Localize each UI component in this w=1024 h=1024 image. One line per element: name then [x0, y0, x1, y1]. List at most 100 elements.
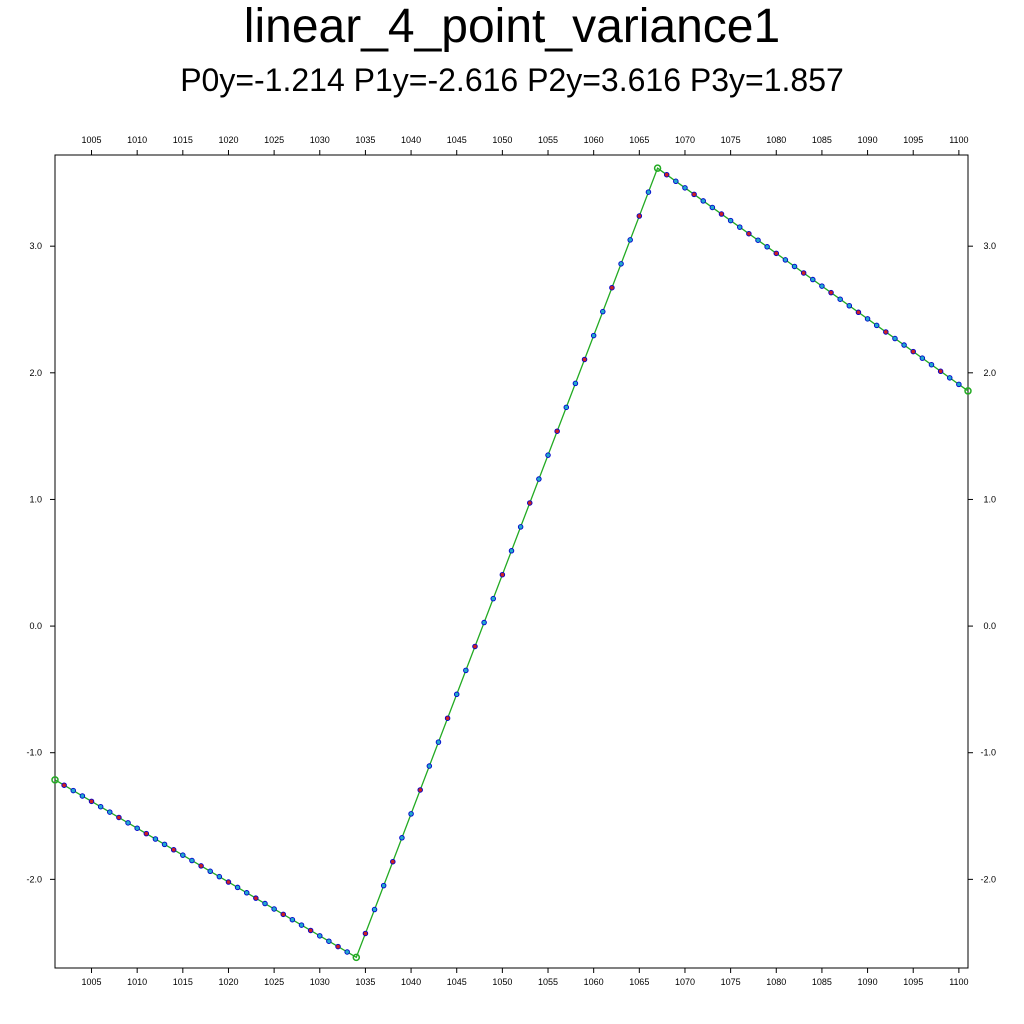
- data-point: [472, 643, 478, 650]
- x-tick-label-bottom: 1075: [721, 977, 741, 987]
- data-point: [307, 927, 314, 934]
- data-point: [600, 308, 606, 315]
- chart-subtitle: P0y=-1.214 P1y=-2.616 P2y=3.616 P3y=1.85…: [180, 62, 844, 98]
- data-point: [134, 825, 140, 831]
- data-point: [846, 303, 853, 309]
- data-point: [892, 335, 898, 342]
- data-point: [673, 178, 679, 185]
- x-tick-label-bottom: 1020: [218, 977, 238, 987]
- data-point: [70, 787, 77, 794]
- x-tick-label-top: 1045: [447, 135, 467, 145]
- control-point: [51, 776, 59, 784]
- x-tick-label-bottom: 1065: [629, 977, 649, 987]
- data-point: [746, 230, 752, 237]
- x-tick-label-top: 1040: [401, 135, 421, 145]
- x-tick-label-bottom: 1100: [949, 977, 968, 987]
- data-point: [873, 322, 880, 329]
- x-tick-label-bottom: 1040: [401, 977, 421, 987]
- data-point: [618, 261, 624, 267]
- data-point: [271, 906, 277, 912]
- x-tick-label-top: 1095: [903, 135, 923, 145]
- data-point: [107, 809, 113, 815]
- data-point: [700, 198, 706, 204]
- data-point: [554, 428, 560, 434]
- data-point: [253, 895, 259, 901]
- data-point: [435, 739, 442, 745]
- data-point: [298, 922, 305, 928]
- x-tick-label-top: 1020: [218, 135, 238, 145]
- x-tick-label-top: 1080: [766, 135, 786, 145]
- x-tick-label-top: 1090: [858, 135, 878, 145]
- x-tick-label-top: 1055: [538, 135, 558, 145]
- control-point: [352, 953, 361, 962]
- data-point: [837, 296, 843, 302]
- data-point: [289, 916, 296, 923]
- data-point: [481, 619, 487, 626]
- y-tick-label-right: -2.0: [980, 874, 996, 884]
- data-point: [810, 276, 816, 283]
- data-point: [344, 949, 350, 955]
- x-tick-label-bottom: 1045: [447, 977, 467, 987]
- lines-layer: [54, 167, 969, 959]
- y-tick-label-right: 0.0: [983, 621, 996, 631]
- data-point: [663, 171, 670, 178]
- data-point: [444, 715, 451, 721]
- data-point: [517, 524, 524, 530]
- data-point: [417, 787, 423, 793]
- x-tick-label-top: 1100: [949, 135, 968, 145]
- data-point: [390, 858, 396, 865]
- data-point: [225, 879, 232, 885]
- data-point: [718, 211, 725, 217]
- control-point: [964, 387, 972, 395]
- y-tick-label-left: -1.0: [26, 748, 42, 758]
- y-tick-label-left: 3.0: [29, 241, 42, 251]
- data-point: [819, 283, 825, 289]
- x-tick-label-bottom: 1090: [858, 977, 878, 987]
- x-tick-label-top: 1005: [82, 135, 102, 145]
- data-point: [572, 380, 579, 387]
- data-point: [161, 841, 168, 848]
- data-point: [737, 224, 743, 230]
- data-point: [800, 270, 807, 276]
- x-tick-label-bottom: 1095: [903, 977, 923, 987]
- x-tick-label-top: 1065: [629, 135, 649, 145]
- data-point: [855, 309, 862, 316]
- x-tick-label-bottom: 1055: [538, 977, 558, 987]
- x-tick-label-top: 1075: [721, 135, 741, 145]
- x-tick-label-top: 1060: [584, 135, 604, 145]
- data-point: [508, 548, 515, 554]
- y-tick-label-right: 2.0: [983, 368, 996, 378]
- x-tick-label-top: 1070: [675, 135, 695, 145]
- x-tick-label-bottom: 1060: [584, 977, 604, 987]
- data-point: [97, 803, 104, 810]
- control-point: [653, 164, 662, 172]
- y-tick-label-right: 3.0: [983, 241, 996, 251]
- data-point: [143, 830, 150, 837]
- y-tick-label-left: -2.0: [26, 874, 42, 884]
- data-point: [773, 250, 780, 257]
- data-point: [317, 933, 323, 939]
- data-point: [326, 938, 332, 944]
- data-point: [937, 368, 944, 375]
- data-point: [864, 316, 871, 322]
- data-point: [426, 763, 433, 769]
- data-point: [463, 667, 469, 674]
- data-point: [709, 204, 716, 211]
- data-point: [545, 452, 551, 458]
- x-tick-label-top: 1050: [492, 135, 512, 145]
- data-point: [116, 814, 122, 821]
- data-point: [234, 884, 241, 891]
- data-point: [408, 811, 414, 817]
- y-tick-label-left: 2.0: [29, 368, 42, 378]
- data-point: [581, 356, 588, 363]
- data-point: [280, 911, 287, 918]
- data-point: [919, 355, 926, 361]
- data-point: [791, 263, 798, 270]
- data-point: [536, 476, 542, 482]
- data-point: [636, 213, 643, 219]
- data-point: [399, 835, 405, 841]
- y-tick-label-left: 1.0: [29, 494, 42, 504]
- data-point: [490, 595, 496, 602]
- data-point: [691, 191, 697, 198]
